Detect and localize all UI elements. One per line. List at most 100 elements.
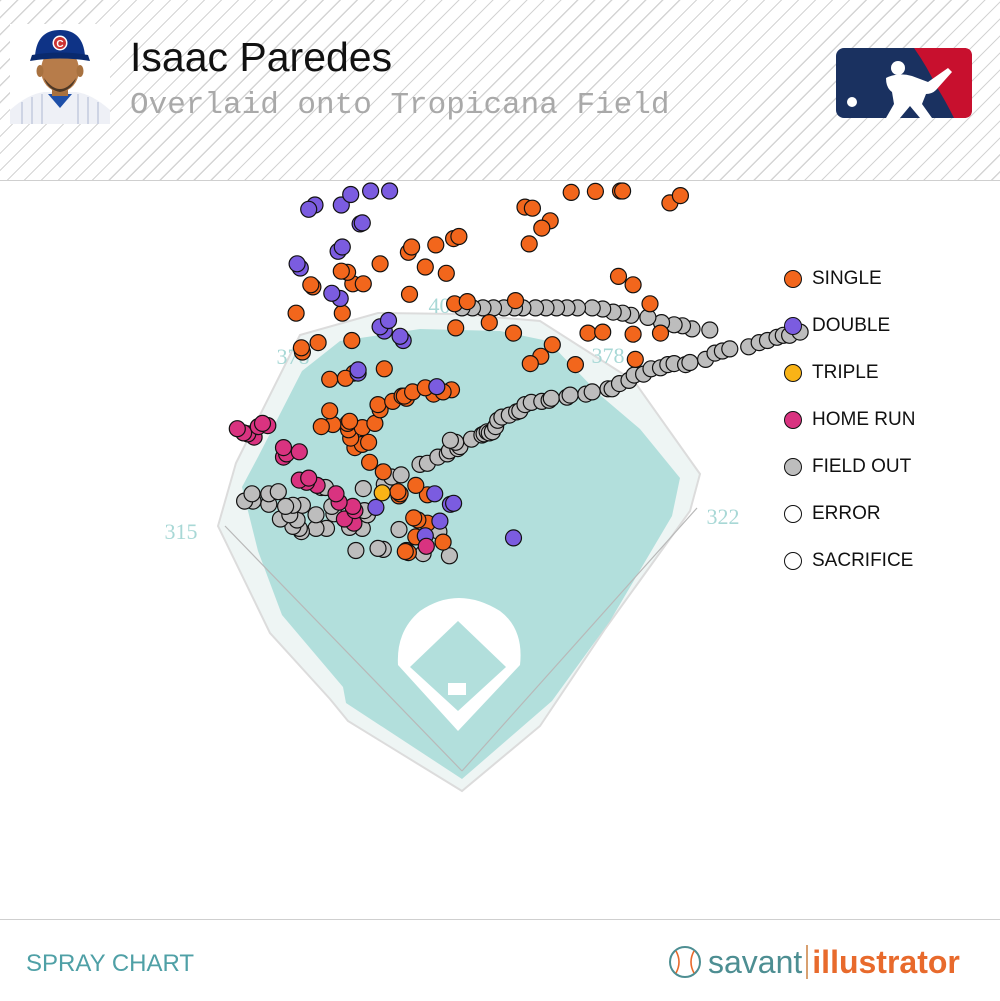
infield-grass bbox=[410, 621, 506, 711]
brand-separator bbox=[806, 945, 809, 979]
hit-point-single bbox=[651, 324, 670, 342]
hit-point-single bbox=[405, 509, 423, 527]
savant-illustrator-brand: savant illustrator bbox=[668, 942, 960, 982]
hit-point-home-run bbox=[290, 443, 308, 461]
hit-point-field-out bbox=[269, 483, 287, 501]
hit-point-single bbox=[354, 275, 372, 293]
legend-item-field-out: FIELD OUT bbox=[784, 443, 915, 490]
hit-point-home-run bbox=[274, 439, 293, 457]
legend-item-double: DOUBLE bbox=[784, 302, 915, 349]
legend-swatch-home-run bbox=[784, 410, 802, 429]
legend-item-triple: TRIPLE bbox=[784, 349, 915, 396]
legend-item-error: ERROR bbox=[784, 490, 915, 537]
legend-label-single: SINGLE bbox=[812, 267, 882, 289]
hit-point-single bbox=[309, 334, 327, 352]
hit-point-double bbox=[333, 238, 351, 256]
hit-point-double bbox=[362, 182, 380, 200]
legend-label-sacrifice: SACRIFICE bbox=[812, 549, 914, 571]
hit-point-home-run bbox=[327, 485, 345, 503]
hit-point-single bbox=[416, 258, 434, 276]
hit-point-home-run bbox=[417, 537, 435, 555]
hit-point-single bbox=[613, 182, 632, 200]
distance-label-rf: 322 bbox=[707, 504, 740, 529]
hit-point-field-out bbox=[583, 299, 601, 317]
hit-point-field-out bbox=[721, 340, 739, 358]
hit-points bbox=[228, 182, 809, 565]
hit-point-single bbox=[374, 463, 392, 481]
hit-point-single bbox=[434, 533, 452, 551]
legend-item-single: SINGLE bbox=[784, 255, 915, 302]
legend-label-home-run: HOME RUN bbox=[812, 408, 916, 430]
hit-point-single bbox=[609, 267, 628, 286]
hit-point-single bbox=[360, 433, 378, 451]
legend-label-double: DOUBLE bbox=[812, 314, 891, 336]
hit-point-field-out bbox=[277, 497, 295, 515]
legend-label-field-out: FIELD OUT bbox=[812, 455, 912, 477]
hit-point-single bbox=[332, 262, 350, 280]
hit-point-field-out bbox=[392, 466, 410, 484]
baseball-icon bbox=[669, 946, 701, 978]
hit-point-single bbox=[312, 418, 330, 436]
hit-point-home-run bbox=[253, 414, 272, 432]
hit-point-home-run bbox=[228, 420, 246, 438]
hit-point-single bbox=[562, 183, 580, 201]
hit-point-single bbox=[624, 325, 642, 343]
hit-point-single bbox=[407, 476, 425, 494]
legend-label-triple: TRIPLE bbox=[812, 361, 879, 383]
hit-point-double bbox=[349, 361, 367, 379]
hit-point-single bbox=[369, 396, 387, 414]
hit-point-double bbox=[391, 327, 409, 345]
hit-point-home-run bbox=[300, 469, 318, 487]
hit-point-field-out bbox=[369, 539, 387, 557]
hit-point-single bbox=[400, 285, 419, 303]
footer-label: SPRAY CHART bbox=[26, 950, 195, 977]
hit-point-single bbox=[333, 304, 351, 322]
hit-point-field-out bbox=[681, 353, 699, 372]
hit-point-single bbox=[371, 255, 389, 273]
hit-point-single bbox=[480, 314, 498, 332]
hit-point-field-out bbox=[347, 541, 365, 560]
hit-point-single bbox=[302, 276, 320, 294]
hit-point-double bbox=[323, 284, 341, 302]
hit-point-single bbox=[594, 323, 612, 341]
hit-point-single bbox=[504, 324, 523, 342]
hit-point-field-out bbox=[307, 506, 325, 524]
distance-label-rcf: 378 bbox=[592, 343, 625, 368]
header: C Isaac Paredes Overlaid onto Tropicana … bbox=[0, 0, 1000, 181]
hit-point-single bbox=[287, 304, 305, 322]
hit-point-double bbox=[288, 255, 306, 273]
legend-swatch-field-out bbox=[784, 457, 802, 476]
hit-point-field-out bbox=[701, 321, 719, 339]
hit-point-single bbox=[447, 319, 465, 337]
hit-point-double bbox=[428, 378, 446, 396]
home-plate-area bbox=[448, 683, 466, 695]
hit-point-double bbox=[445, 494, 463, 512]
hit-point-single bbox=[506, 291, 525, 310]
hit-point-single bbox=[321, 402, 339, 420]
hit-point-double bbox=[300, 200, 318, 218]
hit-point-double bbox=[367, 498, 385, 516]
hit-point-field-out bbox=[561, 386, 579, 404]
hit-point-single bbox=[579, 324, 597, 342]
hit-point-single bbox=[543, 336, 561, 354]
left-foul-line bbox=[224, 525, 463, 772]
legend: SINGLE DOUBLE TRIPLE HOME RUN FIELD OUT … bbox=[784, 255, 915, 584]
hit-point-single bbox=[389, 483, 407, 501]
hit-point-single bbox=[427, 236, 445, 254]
hit-point-double bbox=[353, 214, 371, 232]
hit-point-field-out bbox=[243, 485, 261, 503]
footer: SPRAY CHART savant illustrator bbox=[0, 919, 1000, 1001]
hit-point-single bbox=[523, 199, 542, 217]
hit-point-single bbox=[341, 412, 359, 430]
svg-text:C: C bbox=[56, 39, 63, 50]
legend-item-sacrifice: SACRIFICE bbox=[784, 537, 915, 584]
hit-point-single bbox=[626, 350, 644, 368]
legend-swatch-single bbox=[784, 269, 802, 288]
hit-point-double bbox=[342, 185, 360, 204]
hit-point-single bbox=[437, 264, 455, 282]
avatar: C bbox=[10, 24, 110, 124]
hit-point-single bbox=[520, 235, 538, 253]
distance-label-lf: 315 bbox=[165, 519, 198, 544]
hit-point-single bbox=[375, 360, 393, 378]
hit-point-triple bbox=[373, 484, 391, 502]
